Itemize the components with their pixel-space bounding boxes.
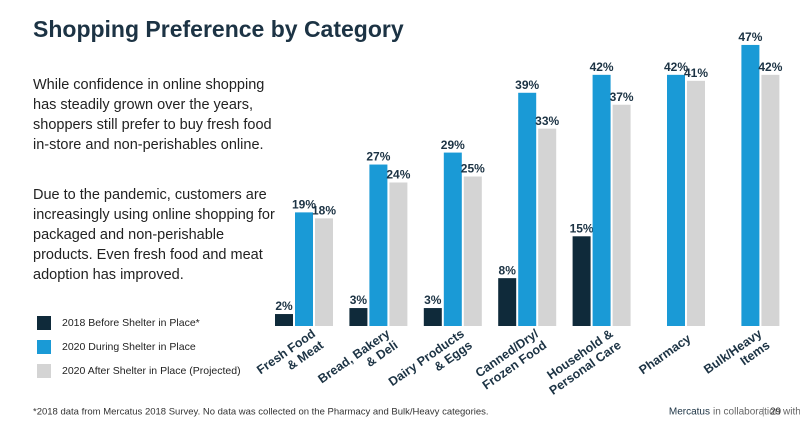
x-tick-label: Fresh Food& Meat [254, 326, 326, 388]
paragraph-line: adoption has improved. [33, 267, 184, 283]
paragraph-line: Due to the pandemic, customers are [33, 187, 267, 203]
paragraph-line: in-store and non-perishables online. [33, 137, 264, 153]
data-label: 42% [758, 60, 782, 74]
x-tick-label: Bulk/HeavyItems [701, 327, 772, 389]
bar [572, 236, 591, 326]
data-label: 33% [535, 114, 559, 128]
bar [761, 74, 780, 326]
data-label: 47% [738, 30, 762, 44]
data-label: 27% [366, 150, 390, 164]
bar [687, 80, 705, 326]
paragraph-line: has steadily grown over the years, [33, 97, 253, 113]
bar [667, 74, 685, 326]
x-tick-label: Dairy Products& Eggs [386, 327, 475, 401]
data-label: 15% [570, 221, 594, 235]
legend-swatch [37, 340, 51, 354]
legend-swatch [37, 364, 51, 378]
footer-brand: Mercatus [669, 407, 710, 418]
data-label: 25% [461, 162, 485, 176]
x-tick-label-line: Pharmacy [637, 332, 694, 378]
bar [741, 44, 760, 326]
data-label: 2% [275, 299, 293, 313]
bar [443, 152, 462, 326]
x-tick-label: Pharmacy [637, 332, 694, 378]
bar [612, 104, 631, 327]
x-tick-label: Household &Personal Care [539, 327, 624, 398]
paragraph-line: While confidence in online shopping [33, 77, 264, 93]
paragraph-line: products. Even fresh food and meat [33, 247, 263, 263]
bar [389, 182, 408, 326]
data-label: 18% [312, 204, 336, 218]
legend-label: 2020 After Shelter in Place (Projected) [62, 365, 241, 377]
chart-title: Shopping Preference by Category [33, 16, 404, 42]
legend-label: 2020 During Shelter in Place [62, 341, 196, 353]
x-tick-label: Bread, Bakery& Deli [316, 327, 401, 398]
footer-text: in collaboration with Incisiv [713, 407, 800, 418]
data-label: 3% [424, 293, 442, 307]
bar [423, 308, 442, 326]
bar [518, 92, 537, 326]
bar [275, 314, 293, 326]
bar [463, 176, 482, 326]
bar [538, 128, 557, 326]
footnote: *2018 data from Mercatus 2018 Survey. No… [33, 407, 489, 418]
legend-label: 2018 Before Shelter in Place* [62, 317, 200, 329]
data-label: 3% [350, 293, 368, 307]
data-label: 29% [441, 138, 465, 152]
footer-separator: | [762, 407, 765, 418]
data-label: 42% [664, 60, 688, 74]
data-label: 8% [499, 263, 517, 277]
page-number: 29 [770, 407, 782, 418]
legend-swatch [37, 316, 51, 330]
data-label: 19% [292, 198, 316, 212]
bar [592, 74, 611, 326]
bar [349, 308, 368, 326]
x-tick-label: Canned/Dry/Frozen Food [472, 326, 550, 392]
paragraph-line: packaged and non-perishable [33, 227, 224, 243]
data-label: 37% [610, 90, 634, 104]
bar [315, 218, 333, 326]
bar [498, 278, 517, 326]
data-label: 42% [590, 60, 614, 74]
bar [295, 212, 313, 326]
data-label: 24% [386, 168, 410, 182]
data-label: 39% [515, 78, 539, 92]
data-label: 41% [684, 66, 708, 80]
paragraph-line: increasingly using online shopping for [33, 207, 275, 223]
paragraph-line: shoppers still prefer to buy fresh food [33, 117, 272, 133]
bar [369, 164, 388, 326]
